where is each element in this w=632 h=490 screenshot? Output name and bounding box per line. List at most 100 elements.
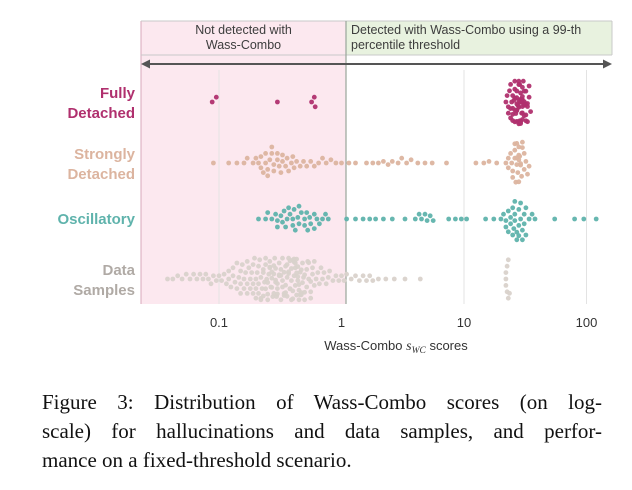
data-point (510, 205, 515, 210)
data-point (331, 278, 336, 283)
data-point (290, 217, 295, 222)
data-point (524, 159, 529, 164)
beeswarm-chart: FullyDetachedStronglyDetachedOscillatory… (0, 0, 632, 385)
data-point (508, 215, 513, 220)
data-point (327, 269, 332, 274)
data-point (304, 267, 309, 272)
x-axis-ticks: 0.1 1 10 100 (210, 315, 597, 330)
data-point (399, 156, 404, 161)
data-point (504, 277, 509, 282)
data-point (297, 221, 302, 226)
data-point (304, 285, 309, 290)
data-point (263, 151, 268, 156)
data-point (238, 281, 243, 286)
data-point (180, 277, 185, 282)
data-point (459, 217, 464, 222)
data-point (299, 210, 304, 215)
data-point (302, 272, 307, 277)
data-point (430, 161, 435, 166)
data-point (279, 297, 284, 302)
data-point (312, 164, 317, 169)
data-point (367, 273, 372, 278)
caption-line-3: mance on a fixed-threshold scenario. (42, 446, 602, 475)
data-point (525, 119, 530, 124)
data-point (390, 217, 395, 222)
data-point (334, 161, 339, 166)
data-point (251, 161, 256, 166)
data-point (324, 281, 329, 286)
data-point (288, 212, 293, 217)
data-point (198, 272, 203, 277)
data-point (508, 221, 513, 226)
data-point (512, 199, 517, 204)
x-tick-label: 10 (457, 315, 471, 330)
data-point (527, 217, 532, 222)
data-point (517, 154, 522, 159)
data-point (415, 161, 420, 166)
data-point (518, 161, 523, 166)
data-point (516, 207, 521, 212)
data-point (267, 157, 272, 162)
data-point (504, 218, 509, 223)
data-point (506, 111, 511, 116)
data-point (527, 95, 532, 100)
data-point (506, 156, 511, 161)
data-point (504, 100, 509, 105)
data-point (381, 159, 386, 164)
data-point (242, 161, 247, 166)
data-point (510, 233, 515, 238)
category-labels: FullyDetachedStronglyDetachedOscillatory… (57, 85, 135, 299)
data-point (269, 285, 274, 290)
data-point (353, 161, 358, 166)
data-point (275, 286, 280, 291)
data-point (259, 275, 264, 280)
data-point (304, 210, 309, 215)
data-point (188, 277, 193, 282)
category-label: Strongly (74, 146, 135, 163)
data-point (431, 218, 436, 223)
data-point (290, 289, 295, 294)
data-point (302, 297, 307, 302)
data-point (271, 162, 276, 167)
data-point (219, 278, 224, 283)
data-point (298, 164, 303, 169)
data-point (259, 154, 264, 159)
data-point (251, 262, 256, 267)
data-point (501, 212, 506, 217)
data-point (309, 100, 314, 105)
category-label: Oscillatory (57, 211, 135, 228)
not-detected-label-line1: Not detected with (195, 23, 292, 37)
data-point (320, 217, 325, 222)
data-point (235, 286, 240, 291)
data-point (233, 280, 238, 285)
data-point (308, 159, 313, 164)
data-point (361, 217, 366, 222)
data-point (522, 212, 527, 217)
data-point (419, 217, 424, 222)
data-point (329, 157, 334, 162)
data-point (275, 157, 280, 162)
data-point (263, 262, 268, 267)
data-point (403, 277, 408, 282)
data-point (525, 104, 530, 109)
data-point (530, 212, 535, 217)
data-point (505, 264, 510, 269)
data-point (453, 217, 458, 222)
data-point (594, 217, 599, 222)
data-point (483, 217, 488, 222)
figure-caption: Figure 3: Distribution of Wass-Combo sco… (42, 388, 602, 475)
data-point (280, 153, 285, 158)
data-point (210, 100, 215, 105)
data-point (308, 296, 313, 301)
data-point (273, 266, 278, 271)
data-point (315, 270, 320, 275)
data-point (446, 217, 451, 222)
data-point (285, 262, 290, 267)
data-point (326, 275, 331, 280)
data-point (238, 269, 243, 274)
data-point (357, 278, 362, 283)
data-point (520, 94, 525, 99)
data-point (248, 277, 253, 282)
data-point (290, 154, 295, 159)
data-point (251, 281, 256, 286)
